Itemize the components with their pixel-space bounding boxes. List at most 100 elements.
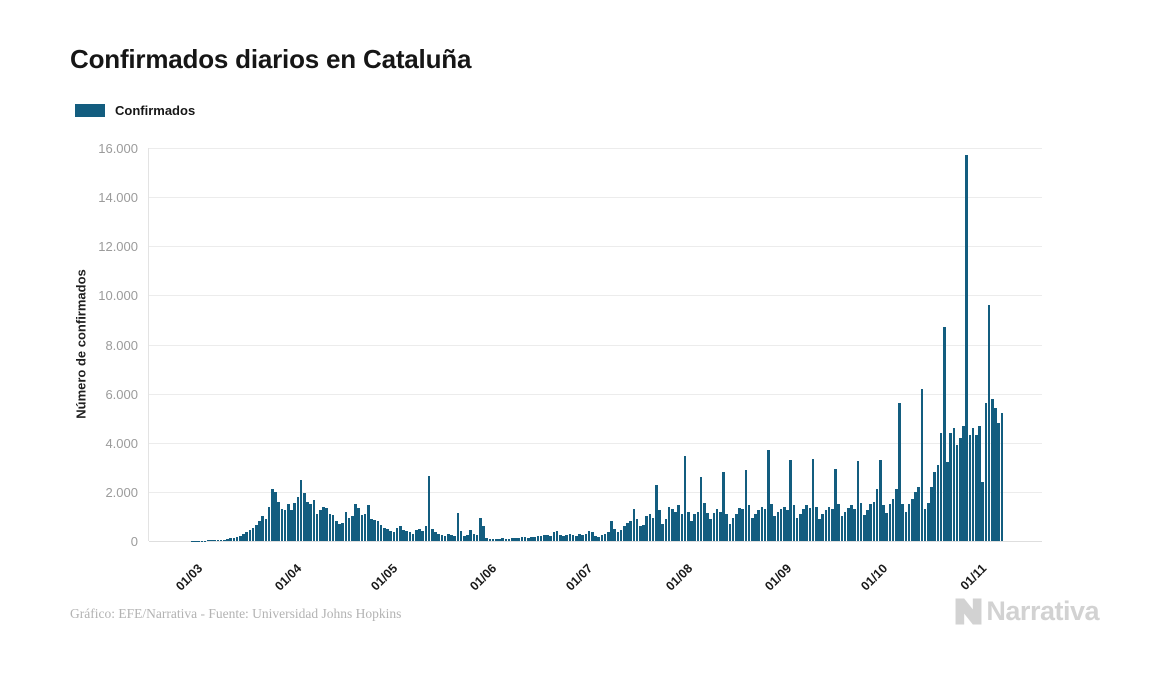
bar	[706, 512, 709, 541]
bar	[485, 538, 488, 541]
bar	[946, 462, 949, 541]
bar	[578, 533, 581, 541]
bar	[709, 518, 712, 541]
bar	[597, 536, 600, 541]
bar	[754, 513, 757, 541]
bar	[562, 535, 565, 541]
bar	[818, 518, 821, 541]
bar	[616, 532, 620, 541]
bar	[584, 533, 588, 541]
source-credit: Gráfico: EFE/Narrativa - Fuente: Univers…	[70, 606, 402, 621]
bar	[223, 539, 226, 541]
bar	[917, 486, 920, 541]
bar	[447, 533, 450, 541]
bar	[603, 533, 607, 541]
bar	[370, 518, 373, 541]
bar	[658, 510, 661, 541]
bar	[955, 445, 959, 541]
bar	[671, 509, 674, 541]
bar	[328, 513, 332, 541]
y-tick-label: 14.000	[98, 190, 138, 206]
bar	[245, 532, 248, 541]
bar	[824, 510, 828, 541]
bar	[856, 461, 860, 541]
bar	[981, 482, 984, 541]
bar	[799, 513, 802, 541]
bar	[392, 532, 396, 541]
bar	[869, 504, 872, 541]
bar	[274, 491, 277, 541]
bar	[296, 496, 300, 541]
bar	[559, 534, 562, 541]
bar	[360, 515, 364, 541]
bar	[891, 499, 895, 541]
bar	[219, 539, 223, 541]
bar	[507, 538, 511, 541]
gridline	[149, 491, 1042, 493]
bar	[770, 504, 773, 541]
bar	[699, 477, 703, 541]
y-tick-label: 10.000	[98, 288, 138, 304]
bar	[712, 512, 716, 541]
bar	[728, 523, 732, 541]
gridline	[149, 393, 1042, 395]
bar	[847, 507, 850, 541]
bar	[434, 532, 437, 541]
bar	[309, 504, 312, 541]
bar	[834, 468, 837, 541]
bar	[882, 505, 885, 541]
bar	[290, 510, 293, 541]
chart-region: Número de confirmados 0 2.000 4.000 6.000 8.…	[74, 141, 1042, 593]
gridline	[149, 295, 1042, 297]
bar	[523, 537, 527, 541]
bar	[520, 537, 524, 541]
bar	[811, 458, 815, 541]
bar	[591, 532, 594, 541]
bar	[399, 526, 402, 541]
bar	[978, 425, 981, 541]
bar	[555, 531, 559, 541]
bar	[504, 538, 508, 541]
bar	[389, 531, 392, 541]
bar	[840, 516, 844, 541]
x-tick-label: 01/10	[858, 561, 891, 594]
bar	[255, 525, 258, 541]
bar	[680, 513, 684, 541]
bar	[997, 423, 1000, 541]
bar	[927, 502, 930, 541]
bar	[994, 408, 997, 541]
bar	[239, 535, 242, 541]
bar	[411, 533, 415, 541]
bar	[363, 513, 367, 541]
bar	[242, 534, 245, 541]
gridline	[149, 148, 1042, 149]
bar	[751, 517, 754, 541]
bar	[424, 526, 428, 541]
bar	[895, 489, 898, 541]
bar	[511, 538, 514, 541]
bar	[795, 517, 799, 541]
bar	[779, 509, 783, 541]
bar	[783, 506, 786, 541]
bar	[789, 459, 792, 541]
bar	[325, 507, 328, 541]
bar	[543, 534, 546, 541]
bar	[344, 511, 348, 541]
bar	[664, 518, 668, 541]
bar	[642, 525, 645, 541]
bar	[738, 507, 741, 541]
bar	[901, 504, 904, 541]
bar	[875, 489, 879, 541]
bar	[267, 506, 271, 541]
x-tick-label: 01/06	[467, 561, 500, 594]
gridline	[149, 197, 1042, 199]
bar	[312, 500, 316, 541]
bar	[248, 530, 252, 541]
bar	[539, 535, 543, 541]
y-tick-label: 6.000	[105, 386, 138, 402]
bar	[517, 537, 520, 541]
bar	[322, 506, 325, 541]
bar	[975, 435, 978, 541]
bar	[763, 509, 767, 541]
